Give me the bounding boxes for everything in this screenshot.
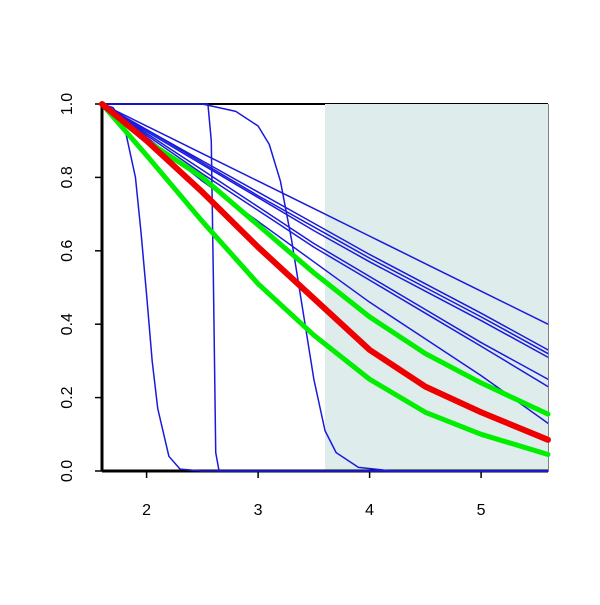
shaded-region bbox=[325, 104, 548, 471]
series-line bbox=[101, 103, 549, 325]
y-tick-label: 0.0 bbox=[59, 460, 76, 482]
series-line bbox=[101, 103, 549, 358]
series-line bbox=[101, 103, 549, 355]
series-line bbox=[101, 103, 549, 472]
x-tick-label: 4 bbox=[365, 502, 374, 519]
x-tick-label: 3 bbox=[254, 502, 263, 519]
series-line bbox=[101, 103, 549, 388]
series-line bbox=[99, 101, 551, 417]
y-tick-label: 0.2 bbox=[59, 386, 76, 408]
series-line bbox=[99, 101, 551, 457]
y-tick-label: 0.6 bbox=[59, 240, 76, 262]
x-tick-label: 2 bbox=[142, 502, 151, 519]
series-line bbox=[101, 103, 549, 380]
x-tick-label: 5 bbox=[477, 502, 486, 519]
y-tick-label: 0.8 bbox=[59, 166, 76, 188]
series-line bbox=[101, 103, 549, 472]
y-tick-label: 1.0 bbox=[59, 93, 76, 115]
series-line bbox=[99, 101, 551, 443]
y-tick-label: 0.4 bbox=[59, 313, 76, 335]
